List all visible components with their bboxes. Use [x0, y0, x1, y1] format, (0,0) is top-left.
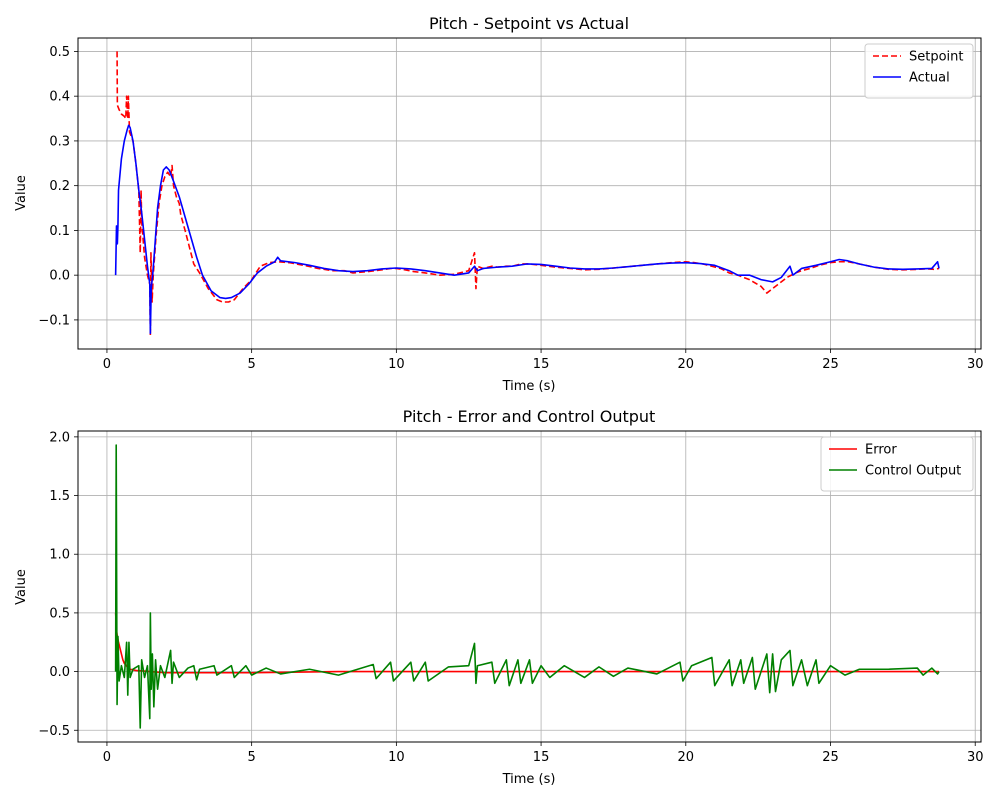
- grid: [78, 38, 981, 349]
- x-tick-label: 30: [967, 357, 984, 372]
- x-tick-label: 15: [533, 357, 550, 372]
- y-tick-label: 0.0: [49, 665, 70, 680]
- legend: Setpoint Actual: [864, 43, 974, 99]
- y-tick-label: 0.5: [49, 606, 70, 621]
- plot-frame: [77, 37, 982, 350]
- series-line-control-output: [114, 444, 940, 729]
- series-line-setpoint: [116, 51, 940, 337]
- legend-label: Setpoint: [909, 50, 964, 65]
- series-lines: [114, 51, 940, 337]
- x-tick-label: 30: [967, 750, 984, 765]
- y-tick-label: 0.5: [49, 45, 70, 60]
- axis-ticks: 0 5 10 15 20 25 30 −0.1 0.0 0.1 0.2 0.3 0.4 0.5: [38, 45, 983, 372]
- y-tick-label: 2.0: [49, 430, 70, 445]
- y-tick-label: 0.4: [49, 90, 70, 105]
- x-tick-label: 0: [103, 750, 111, 765]
- y-tick-label: 1.5: [49, 489, 70, 504]
- x-tick-label: 25: [822, 357, 839, 372]
- x-tick-label: 5: [248, 750, 256, 765]
- legend-box: [820, 436, 974, 492]
- x-tick-label: 25: [822, 750, 839, 765]
- legend-box: [864, 43, 974, 99]
- y-tick-label: 0.2: [49, 179, 70, 194]
- x-tick-label: 0: [103, 357, 111, 372]
- chart-title: Pitch - Setpoint vs Actual: [429, 14, 629, 33]
- legend: Error Control Output: [820, 436, 974, 492]
- chart-title: Pitch - Error and Control Output: [403, 407, 656, 426]
- y-tick-label: 0.1: [49, 224, 70, 239]
- y-tick-label: 0.3: [49, 134, 70, 149]
- y-tick-label: 1.0: [49, 548, 70, 563]
- x-tick-label: 20: [678, 357, 695, 372]
- x-tick-label: 20: [678, 750, 695, 765]
- x-tick-label: 5: [248, 357, 256, 372]
- x-tick-label: 15: [533, 750, 550, 765]
- legend-label: Control Output: [865, 464, 961, 479]
- chart-pitch-error-and-control-output: Pitch - Error and Control Output 0 5 10 15 2…: [14, 407, 983, 787]
- x-axis-label: Time (s): [502, 379, 556, 394]
- legend-label: Error: [865, 443, 897, 458]
- y-tick-label: −0.1: [38, 313, 70, 328]
- x-tick-label: 10: [388, 357, 405, 372]
- legend-label: Actual: [909, 71, 950, 86]
- y-axis-label: Value: [14, 569, 29, 605]
- plot-frame: [77, 430, 982, 743]
- y-axis-label: Value: [14, 175, 29, 211]
- y-tick-label: 0.0: [49, 269, 70, 284]
- chart-pitch-setpoint-vs-actual: Pitch - Setpoint vs Actual 0 5 10 15 20 25 30 −…: [14, 14, 983, 394]
- x-axis-label: Time (s): [502, 772, 556, 787]
- series-lines: [114, 444, 940, 729]
- axis-ticks: 0 5 10 15 20 25 30 −0.5 0.0 0.5 1.0 1.5 2.0: [38, 430, 983, 765]
- x-tick-label: 10: [388, 750, 405, 765]
- series-line-actual: [114, 124, 940, 335]
- y-tick-label: −0.5: [38, 724, 70, 739]
